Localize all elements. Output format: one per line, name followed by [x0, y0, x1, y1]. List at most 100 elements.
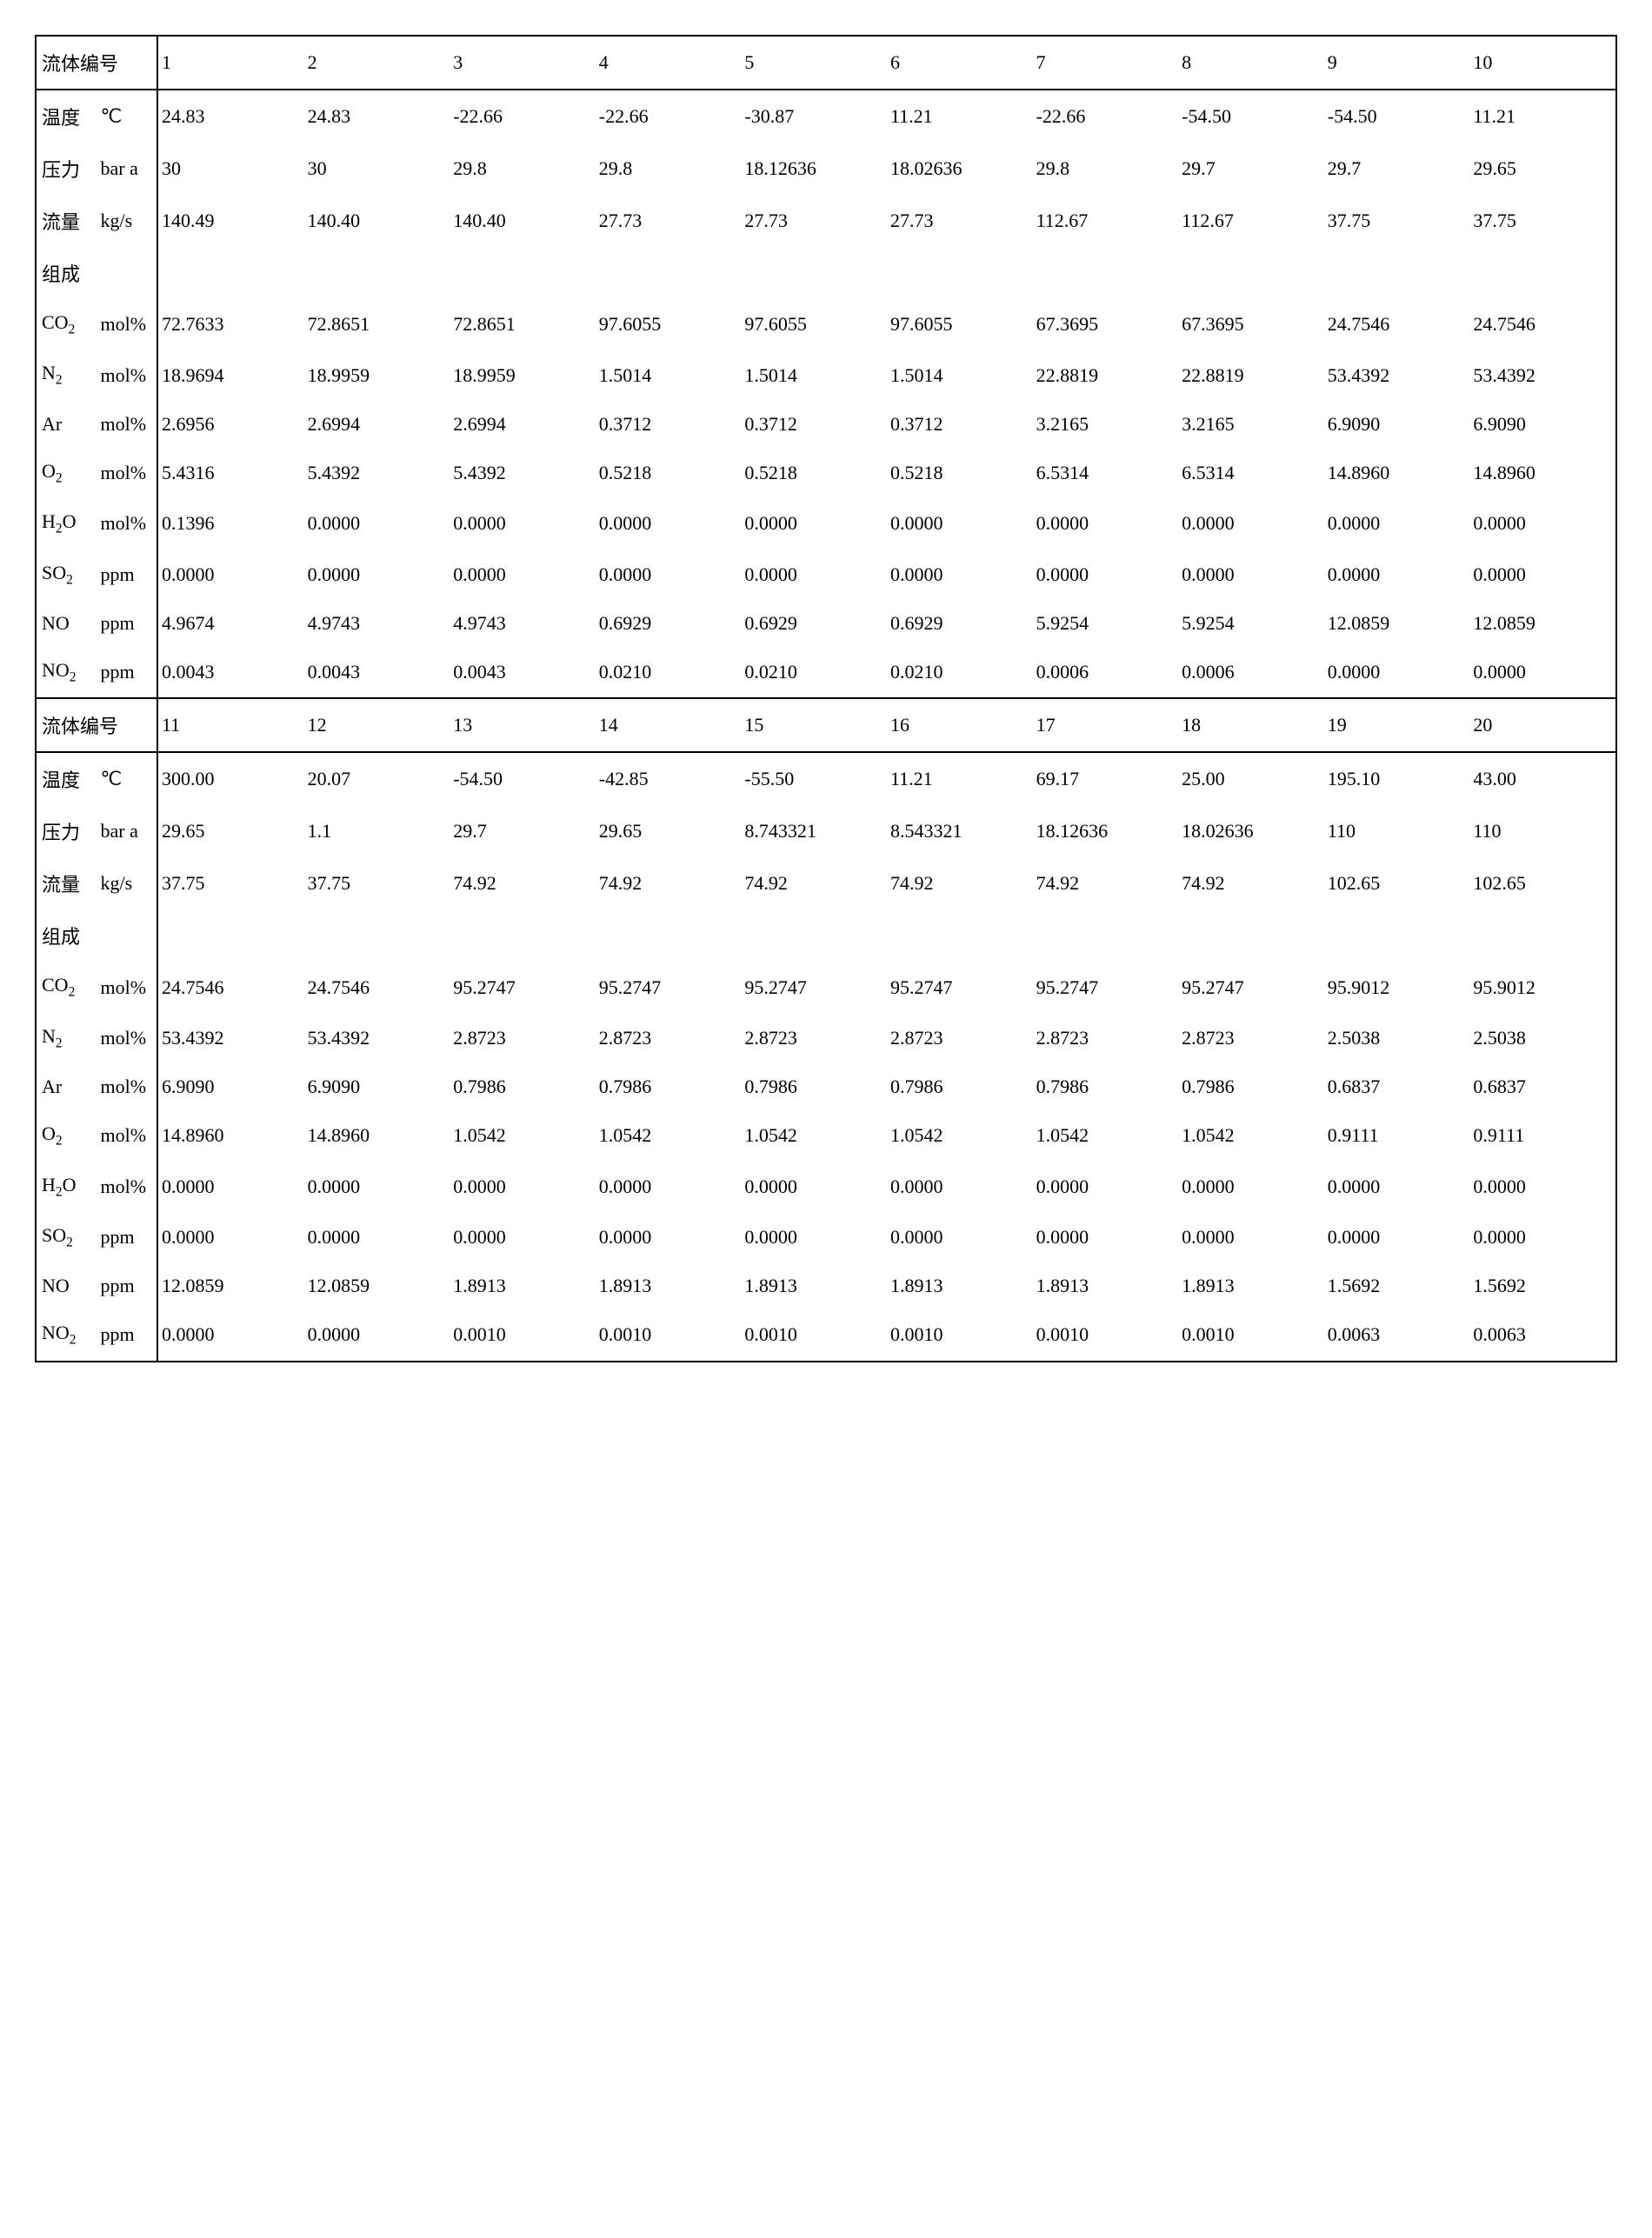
- data-cell: 14.8960: [304, 1110, 450, 1161]
- data-cell: 0.0000: [1324, 1212, 1470, 1262]
- data-cell: 1.8913: [1178, 1262, 1324, 1309]
- data-cell: 2.5038: [1324, 1013, 1470, 1063]
- data-cell: 14.8960: [1324, 448, 1470, 498]
- row-unit: mol%: [97, 1013, 158, 1063]
- data-cell: [887, 909, 1033, 962]
- data-cell: 4.9743: [304, 600, 450, 647]
- data-cell: 95.2747: [450, 962, 596, 1012]
- data-cell: [1324, 247, 1470, 299]
- data-cell: 30: [304, 143, 450, 195]
- data-cell: 1.5692: [1469, 1262, 1615, 1309]
- data-table: 流体编号12345678910温度℃24.8324.83-22.66-22.66…: [37, 37, 1615, 1361]
- row-label: NO: [37, 600, 97, 647]
- table-row: 组成: [37, 909, 1615, 962]
- row-label: 压力: [37, 805, 97, 857]
- data-cell: 0.9111: [1469, 1110, 1615, 1161]
- column-header: 14: [596, 698, 742, 752]
- data-cell: 140.49: [157, 195, 304, 247]
- data-cell: [1469, 909, 1615, 962]
- data-cell: 2.6994: [304, 401, 450, 448]
- data-cell: 110: [1469, 805, 1615, 857]
- row-unit: [97, 909, 158, 962]
- column-header: 11: [157, 698, 304, 752]
- table-row: H2Omol%0.00000.00000.00000.00000.00000.0…: [37, 1162, 1615, 1212]
- data-cell: 18.9959: [450, 350, 596, 400]
- data-cell: 37.75: [157, 857, 304, 909]
- data-cell: 0.9111: [1324, 1110, 1470, 1161]
- table-row: 流量kg/s140.49140.40140.4027.7327.7327.731…: [37, 195, 1615, 247]
- column-header: 7: [1033, 37, 1179, 90]
- data-cell: 11.21: [1469, 90, 1615, 143]
- data-cell: [1469, 247, 1615, 299]
- data-cell: 53.4392: [157, 1013, 304, 1063]
- data-cell: 18.9694: [157, 350, 304, 400]
- data-cell: 0.0000: [1178, 1162, 1324, 1212]
- data-cell: 0.0000: [1469, 550, 1615, 600]
- row-label: SO2: [37, 550, 97, 600]
- table-row: 温度℃300.0020.07-54.50-42.85-55.5011.2169.…: [37, 752, 1615, 805]
- data-cell: [596, 247, 742, 299]
- data-cell: 0.7986: [450, 1063, 596, 1110]
- data-cell: 5.4392: [450, 448, 596, 498]
- data-cell: 140.40: [450, 195, 596, 247]
- row-unit: ℃: [97, 752, 158, 805]
- data-cell: 6.9090: [157, 1063, 304, 1110]
- row-unit: mol%: [97, 350, 158, 400]
- data-cell: 74.92: [450, 857, 596, 909]
- row-label: O2: [37, 448, 97, 498]
- data-cell: 1.0542: [1033, 1110, 1179, 1161]
- data-cell: [157, 247, 304, 299]
- data-cell: 1.8913: [596, 1262, 742, 1309]
- data-cell: 67.3695: [1033, 299, 1179, 350]
- column-header: 20: [1469, 698, 1615, 752]
- data-cell: 0.0000: [157, 1309, 304, 1360]
- data-cell: 0.7986: [741, 1063, 887, 1110]
- row-unit: ℃: [97, 90, 158, 143]
- data-cell: 0.0000: [741, 1212, 887, 1262]
- data-cell: 97.6055: [887, 299, 1033, 350]
- data-cell: 0.0000: [741, 1162, 887, 1212]
- data-cell: 0.6929: [887, 600, 1033, 647]
- data-cell: 95.2747: [596, 962, 742, 1012]
- data-cell: -54.50: [1324, 90, 1470, 143]
- data-cell: 4.9743: [450, 600, 596, 647]
- table-row: NOppm4.96744.97434.97430.69290.69290.692…: [37, 600, 1615, 647]
- row-unit: ppm: [97, 647, 158, 698]
- data-cell: -22.66: [1033, 90, 1179, 143]
- row-unit: bar a: [97, 143, 158, 195]
- data-cell: 6.5314: [1178, 448, 1324, 498]
- data-cell: 0.6929: [596, 600, 742, 647]
- data-cell: 5.9254: [1178, 600, 1324, 647]
- data-cell: 195.10: [1324, 752, 1470, 805]
- data-cell: 1.0542: [887, 1110, 1033, 1161]
- column-header: 9: [1324, 37, 1470, 90]
- data-cell: 72.7633: [157, 299, 304, 350]
- data-cell: 1.0542: [741, 1110, 887, 1161]
- data-cell: 0.3712: [887, 401, 1033, 448]
- data-cell: 2.8723: [887, 1013, 1033, 1063]
- column-header: 3: [450, 37, 596, 90]
- data-cell: 102.65: [1469, 857, 1615, 909]
- data-cell: 0.0000: [157, 550, 304, 600]
- data-cell: 24.7546: [1324, 299, 1470, 350]
- data-cell: 14.8960: [157, 1110, 304, 1161]
- data-cell: 18.12636: [741, 143, 887, 195]
- data-cell: [157, 909, 304, 962]
- data-cell: [887, 247, 1033, 299]
- data-cell: 0.0000: [157, 1212, 304, 1262]
- row-label: 压力: [37, 143, 97, 195]
- table-row: NO2ppm0.00430.00430.00430.02100.02100.02…: [37, 647, 1615, 698]
- data-cell: 112.67: [1033, 195, 1179, 247]
- row-label: H2O: [37, 1162, 97, 1212]
- data-cell: 53.4392: [304, 1013, 450, 1063]
- data-cell: 18.9959: [304, 350, 450, 400]
- column-header: 6: [887, 37, 1033, 90]
- row-label: NO: [37, 1262, 97, 1309]
- data-cell: 95.2747: [887, 962, 1033, 1012]
- data-cell: 0.0010: [1033, 1309, 1179, 1360]
- data-cell: 102.65: [1324, 857, 1470, 909]
- row-label: NO2: [37, 647, 97, 698]
- data-cell: -54.50: [1178, 90, 1324, 143]
- row-label: Ar: [37, 1063, 97, 1110]
- table-row: O2mol%14.896014.89601.05421.05421.05421.…: [37, 1110, 1615, 1161]
